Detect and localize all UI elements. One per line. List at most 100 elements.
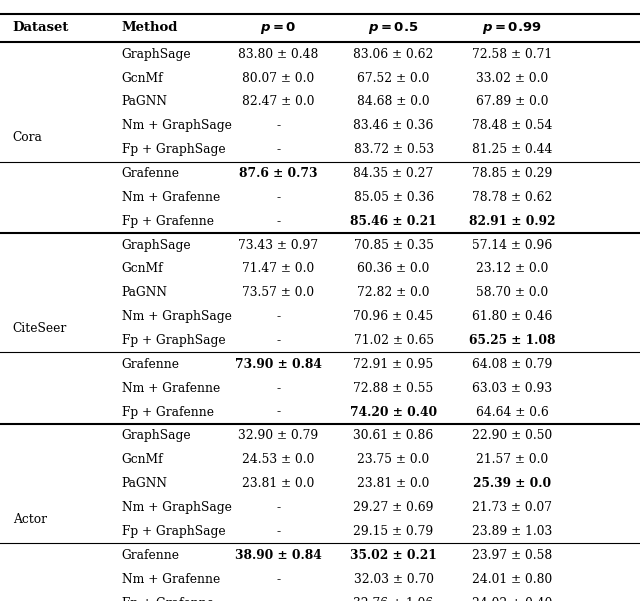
Text: 23.97 ± 0.58: 23.97 ± 0.58	[472, 549, 552, 562]
Text: 72.88 ± 0.55: 72.88 ± 0.55	[353, 382, 434, 395]
Text: -: -	[276, 573, 280, 585]
Text: 80.07 ± 0.0: 80.07 ± 0.0	[243, 72, 314, 85]
Text: 72.91 ± 0.95: 72.91 ± 0.95	[353, 358, 434, 371]
Text: 23.12 ± 0.0: 23.12 ± 0.0	[476, 263, 548, 275]
Text: 32.90 ± 0.79: 32.90 ± 0.79	[238, 430, 319, 442]
Text: 63.03 ± 0.93: 63.03 ± 0.93	[472, 382, 552, 395]
Text: -: -	[276, 525, 280, 538]
Text: 81.25 ± 0.44: 81.25 ± 0.44	[472, 143, 552, 156]
Text: -: -	[276, 119, 280, 132]
Text: -: -	[276, 334, 280, 347]
Text: 22.90 ± 0.50: 22.90 ± 0.50	[472, 430, 552, 442]
Text: 23.75 ± 0.0: 23.75 ± 0.0	[358, 453, 429, 466]
Text: GraphSage: GraphSage	[122, 47, 191, 61]
Text: Nm + Grafenne: Nm + Grafenne	[122, 573, 220, 585]
Text: 32.76 ± 1.06: 32.76 ± 1.06	[353, 597, 434, 601]
Text: 23.81 ± 0.0: 23.81 ± 0.0	[242, 477, 315, 490]
Text: GraphSage: GraphSage	[122, 430, 191, 442]
Text: GcnMf: GcnMf	[122, 453, 163, 466]
Text: Fp + GraphSage: Fp + GraphSage	[122, 334, 225, 347]
Text: Nm + Grafenne: Nm + Grafenne	[122, 191, 220, 204]
Text: 67.89 ± 0.0: 67.89 ± 0.0	[476, 96, 548, 108]
Text: 70.85 ± 0.35: 70.85 ± 0.35	[354, 239, 434, 252]
Text: $\boldsymbol{p = 0.5}$: $\boldsymbol{p = 0.5}$	[369, 20, 419, 36]
Text: 58.70 ± 0.0: 58.70 ± 0.0	[476, 286, 548, 299]
Text: -: -	[276, 191, 280, 204]
Text: 72.58 ± 0.71: 72.58 ± 0.71	[472, 47, 552, 61]
Text: -: -	[276, 310, 280, 323]
Text: 73.57 ± 0.0: 73.57 ± 0.0	[243, 286, 314, 299]
Text: 35.02 ± 0.21: 35.02 ± 0.21	[350, 549, 437, 562]
Text: 57.14 ± 0.96: 57.14 ± 0.96	[472, 239, 552, 252]
Text: -: -	[276, 597, 280, 601]
Text: $\boldsymbol{p = 0}$: $\boldsymbol{p = 0}$	[260, 20, 297, 36]
Text: 71.47 ± 0.0: 71.47 ± 0.0	[243, 263, 314, 275]
Text: -: -	[276, 406, 280, 419]
Text: Method: Method	[122, 22, 178, 34]
Text: Fp + Grafenne: Fp + Grafenne	[122, 406, 214, 419]
Text: 23.89 ± 1.03: 23.89 ± 1.03	[472, 525, 552, 538]
Text: 83.72 ± 0.53: 83.72 ± 0.53	[353, 143, 434, 156]
Text: 74.20 ± 0.40: 74.20 ± 0.40	[350, 406, 437, 419]
Text: 24.01 ± 0.80: 24.01 ± 0.80	[472, 573, 552, 585]
Text: -: -	[276, 143, 280, 156]
Text: 61.80 ± 0.46: 61.80 ± 0.46	[472, 310, 552, 323]
Text: 64.08 ± 0.79: 64.08 ± 0.79	[472, 358, 552, 371]
Text: 83.80 ± 0.48: 83.80 ± 0.48	[238, 47, 319, 61]
Text: 29.15 ± 0.79: 29.15 ± 0.79	[353, 525, 434, 538]
Text: $\boldsymbol{p = 0.99}$: $\boldsymbol{p = 0.99}$	[482, 20, 542, 36]
Text: Dataset: Dataset	[13, 22, 69, 34]
Text: PaGNN: PaGNN	[122, 96, 168, 108]
Text: 32.03 ± 0.70: 32.03 ± 0.70	[354, 573, 434, 585]
Text: Fp + GraphSage: Fp + GraphSage	[122, 525, 225, 538]
Text: 82.91 ± 0.92: 82.91 ± 0.92	[468, 215, 556, 228]
Text: 64.64 ± 0.6: 64.64 ± 0.6	[476, 406, 548, 419]
Text: 85.46 ± 0.21: 85.46 ± 0.21	[350, 215, 437, 228]
Text: -: -	[276, 382, 280, 395]
Text: 25.39 ± 0.0: 25.39 ± 0.0	[473, 477, 551, 490]
Text: 65.25 ± 1.08: 65.25 ± 1.08	[468, 334, 556, 347]
Text: GcnMf: GcnMf	[122, 263, 163, 275]
Text: 38.90 ± 0.84: 38.90 ± 0.84	[235, 549, 322, 562]
Text: 70.96 ± 0.45: 70.96 ± 0.45	[353, 310, 434, 323]
Text: Nm + Grafenne: Nm + Grafenne	[122, 382, 220, 395]
Text: 84.35 ± 0.27: 84.35 ± 0.27	[353, 167, 434, 180]
Text: 78.78 ± 0.62: 78.78 ± 0.62	[472, 191, 552, 204]
Text: 83.46 ± 0.36: 83.46 ± 0.36	[353, 119, 434, 132]
Text: Grafenne: Grafenne	[122, 358, 180, 371]
Text: 24.02 ± 0.40: 24.02 ± 0.40	[472, 597, 552, 601]
Text: 84.68 ± 0.0: 84.68 ± 0.0	[357, 96, 430, 108]
Text: Nm + GraphSage: Nm + GraphSage	[122, 501, 232, 514]
Text: 82.47 ± 0.0: 82.47 ± 0.0	[242, 96, 315, 108]
Text: 67.52 ± 0.0: 67.52 ± 0.0	[357, 72, 430, 85]
Text: 29.27 ± 0.69: 29.27 ± 0.69	[353, 501, 434, 514]
Text: Grafenne: Grafenne	[122, 167, 180, 180]
Text: 71.02 ± 0.65: 71.02 ± 0.65	[353, 334, 434, 347]
Text: Fp + GraphSage: Fp + GraphSage	[122, 143, 225, 156]
Text: -: -	[276, 215, 280, 228]
Text: 23.81 ± 0.0: 23.81 ± 0.0	[357, 477, 430, 490]
Text: GcnMf: GcnMf	[122, 72, 163, 85]
Text: 73.43 ± 0.97: 73.43 ± 0.97	[238, 239, 319, 252]
Text: Fp + Grafenne: Fp + Grafenne	[122, 215, 214, 228]
Text: Nm + GraphSage: Nm + GraphSage	[122, 310, 232, 323]
Text: 87.6 ± 0.73: 87.6 ± 0.73	[239, 167, 317, 180]
Text: 21.57 ± 0.0: 21.57 ± 0.0	[476, 453, 548, 466]
Text: 30.61 ± 0.86: 30.61 ± 0.86	[353, 430, 434, 442]
Text: GraphSage: GraphSage	[122, 239, 191, 252]
Text: 83.06 ± 0.62: 83.06 ± 0.62	[353, 47, 434, 61]
Text: Nm + GraphSage: Nm + GraphSage	[122, 119, 232, 132]
Text: Actor: Actor	[13, 513, 47, 526]
Text: 24.53 ± 0.0: 24.53 ± 0.0	[242, 453, 315, 466]
Text: -: -	[276, 501, 280, 514]
Text: 78.85 ± 0.29: 78.85 ± 0.29	[472, 167, 552, 180]
Text: 72.82 ± 0.0: 72.82 ± 0.0	[357, 286, 430, 299]
Text: 78.48 ± 0.54: 78.48 ± 0.54	[472, 119, 552, 132]
Text: CiteSeer: CiteSeer	[13, 322, 67, 335]
Text: 60.36 ± 0.0: 60.36 ± 0.0	[357, 263, 430, 275]
Text: 33.02 ± 0.0: 33.02 ± 0.0	[476, 72, 548, 85]
Text: 85.05 ± 0.36: 85.05 ± 0.36	[353, 191, 434, 204]
Text: 21.73 ± 0.07: 21.73 ± 0.07	[472, 501, 552, 514]
Text: Cora: Cora	[13, 131, 43, 144]
Text: 73.90 ± 0.84: 73.90 ± 0.84	[235, 358, 322, 371]
